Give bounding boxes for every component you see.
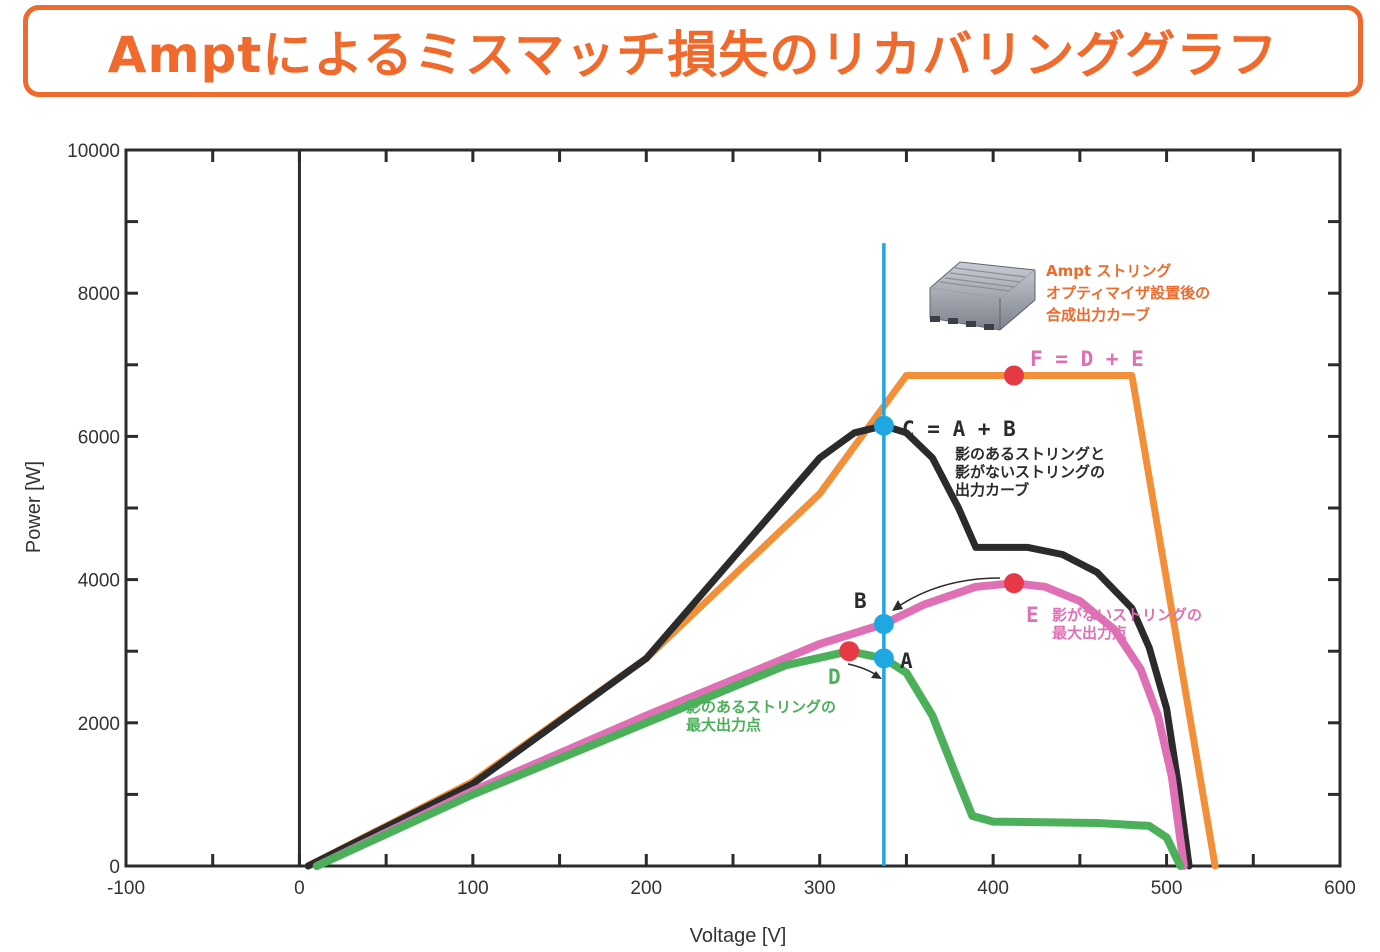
title-box: Amptによるミスマッチ損失のリカバリンググラフ (23, 5, 1363, 97)
marker-layer (839, 365, 1024, 669)
y-tick-label: 10000 (67, 141, 120, 162)
marker-label-b: B (854, 589, 867, 613)
ampt-annotation-line-2: オプティマイザ設置後の (1046, 284, 1210, 302)
x-tick-label: 0 (294, 878, 305, 899)
d-annotation-line-1: 影のあるストリングの (686, 698, 836, 716)
arrow-d-to-a-head (871, 671, 882, 679)
y-axis: 0 2000 4000 6000 8000 10000 (67, 141, 1340, 878)
y-tick-label: 6000 (78, 427, 120, 448)
marker-label-c: C = A + B (902, 417, 1016, 441)
x-tick-label: 200 (630, 878, 662, 899)
x-tick-label: 500 (1151, 878, 1183, 899)
d-annotation-line-2: 最大出力点 (686, 716, 761, 734)
x-tick-label: -100 (107, 878, 145, 899)
optimizer-device-icon (929, 261, 1036, 331)
marker-point-f (1003, 365, 1024, 386)
y-tick-label: 8000 (78, 284, 120, 305)
x-tick-label: 100 (457, 878, 489, 899)
marker-point-d (839, 641, 860, 662)
annotation-layer: Ampt ストリング オプティマイザ設置後の 合成出力カーブ F = D + E… (686, 262, 1210, 734)
marker-point-c (873, 415, 894, 436)
y-axis-label: Power [W] (23, 461, 45, 553)
x-tick-label: 600 (1324, 878, 1356, 899)
ampt-annotation-line-3: 合成出力カーブ (1045, 306, 1150, 324)
marker-point-b (873, 613, 894, 634)
marker-point-e (1003, 573, 1024, 594)
marker-point-a (873, 648, 894, 669)
y-tick-label: 0 (109, 857, 120, 878)
e-annotation-line-1: 影がないストリングの (1052, 606, 1202, 624)
page-title: Amptによるミスマッチ損失のリカバリンググラフ (107, 26, 1279, 84)
marker-label-a: A (900, 649, 913, 673)
marker-label-d: D (828, 665, 841, 689)
series-line-c (304, 422, 1193, 870)
c-annotation-line-3: 出力カーブ (955, 481, 1029, 499)
x-tick-label: 400 (977, 878, 1009, 899)
arrow-d-to-a (847, 663, 879, 677)
marker-label-e: E (1026, 603, 1039, 627)
e-annotation-line-2: 最大出力点 (1052, 624, 1127, 642)
series-line-d (312, 647, 1185, 870)
x-axis: -100 0 100 200 300 400 500 600 (107, 150, 1356, 899)
ampt-annotation-line-1: Ampt ストリング (1046, 262, 1171, 280)
x-axis-label: Voltage [V] (690, 925, 787, 947)
c-annotation-line-1: 影のあるストリングと (955, 445, 1105, 463)
y-tick-label: 4000 (78, 571, 120, 592)
y-tick-label: 2000 (78, 714, 120, 735)
arrow-e-to-b-head (892, 600, 903, 611)
c-annotation-line-2: 影がないストリングの (955, 463, 1105, 481)
arrows (847, 577, 1001, 679)
x-tick-label: 300 (804, 878, 836, 899)
arrow-e-to-b (895, 577, 1001, 609)
marker-label-f: F = D + E (1030, 347, 1144, 371)
